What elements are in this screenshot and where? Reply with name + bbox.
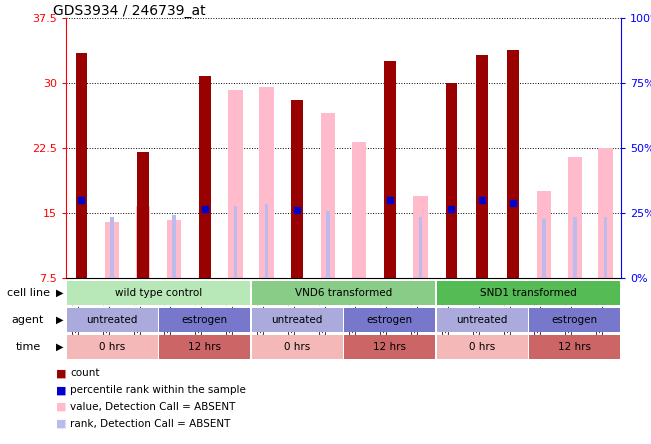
Bar [292,100,303,278]
Bar [199,76,211,278]
Text: GDS3934 / 246739_at: GDS3934 / 246739_at [53,4,206,18]
Text: ■: ■ [56,385,66,395]
Bar [437,308,528,332]
Text: 12 hrs: 12 hrs [373,342,406,352]
Text: ■: ■ [56,402,66,412]
Text: VND6 transformed: VND6 transformed [295,288,392,298]
Bar [598,148,613,278]
Text: SND1 transformed: SND1 transformed [480,288,577,298]
Bar [252,281,436,305]
Text: estrogen: estrogen [182,315,228,325]
Bar [384,61,396,278]
Bar [111,217,114,278]
Text: value, Detection Call = ABSENT: value, Detection Call = ABSENT [70,402,236,412]
Bar [413,196,428,278]
Text: 0 hrs: 0 hrs [284,342,311,352]
Bar [167,220,181,278]
Bar [76,53,87,278]
Text: estrogen: estrogen [367,315,413,325]
Bar [296,209,299,278]
Bar [507,50,519,278]
Bar [259,87,273,278]
Text: ▶: ▶ [56,315,64,325]
Text: percentile rank within the sample: percentile rank within the sample [70,385,246,395]
Bar [264,204,268,278]
Text: untreated: untreated [456,315,508,325]
Text: 12 hrs: 12 hrs [559,342,591,352]
Text: ■: ■ [56,369,66,378]
Text: 12 hrs: 12 hrs [188,342,221,352]
Bar [352,142,366,278]
Text: time: time [16,342,40,352]
Text: rank, Detection Call = ABSENT: rank, Detection Call = ABSENT [70,419,230,429]
Bar [568,157,582,278]
Bar [344,308,436,332]
Text: agent: agent [12,315,44,325]
Text: ▶: ▶ [56,342,64,352]
Bar [450,209,453,278]
Bar [573,217,577,278]
Bar [252,335,343,359]
Bar [603,217,607,278]
Text: ■: ■ [56,419,66,429]
Bar [419,217,422,278]
Text: 0 hrs: 0 hrs [469,342,495,352]
Bar [203,206,206,278]
Bar [159,308,251,332]
Bar [172,215,176,278]
Bar [529,335,620,359]
Bar [344,335,436,359]
Bar [66,335,158,359]
Text: cell line: cell line [7,288,49,298]
Text: 0 hrs: 0 hrs [99,342,126,352]
Bar [66,281,251,305]
Bar [477,55,488,278]
Bar [437,281,620,305]
Text: untreated: untreated [87,315,138,325]
Bar [437,335,528,359]
Bar [445,83,457,278]
Text: wild type control: wild type control [115,288,202,298]
Text: untreated: untreated [271,315,323,325]
Bar [321,113,335,278]
Bar [137,152,149,278]
Bar [537,191,551,278]
Bar [234,206,238,278]
Text: estrogen: estrogen [551,315,598,325]
Text: count: count [70,369,100,378]
Bar [542,219,546,278]
Bar [252,308,343,332]
Bar [66,308,158,332]
Bar [136,206,150,278]
Bar [105,222,119,278]
Bar [229,90,243,278]
Text: ▶: ▶ [56,288,64,298]
Bar [326,211,330,278]
Bar [159,335,251,359]
Bar [529,308,620,332]
